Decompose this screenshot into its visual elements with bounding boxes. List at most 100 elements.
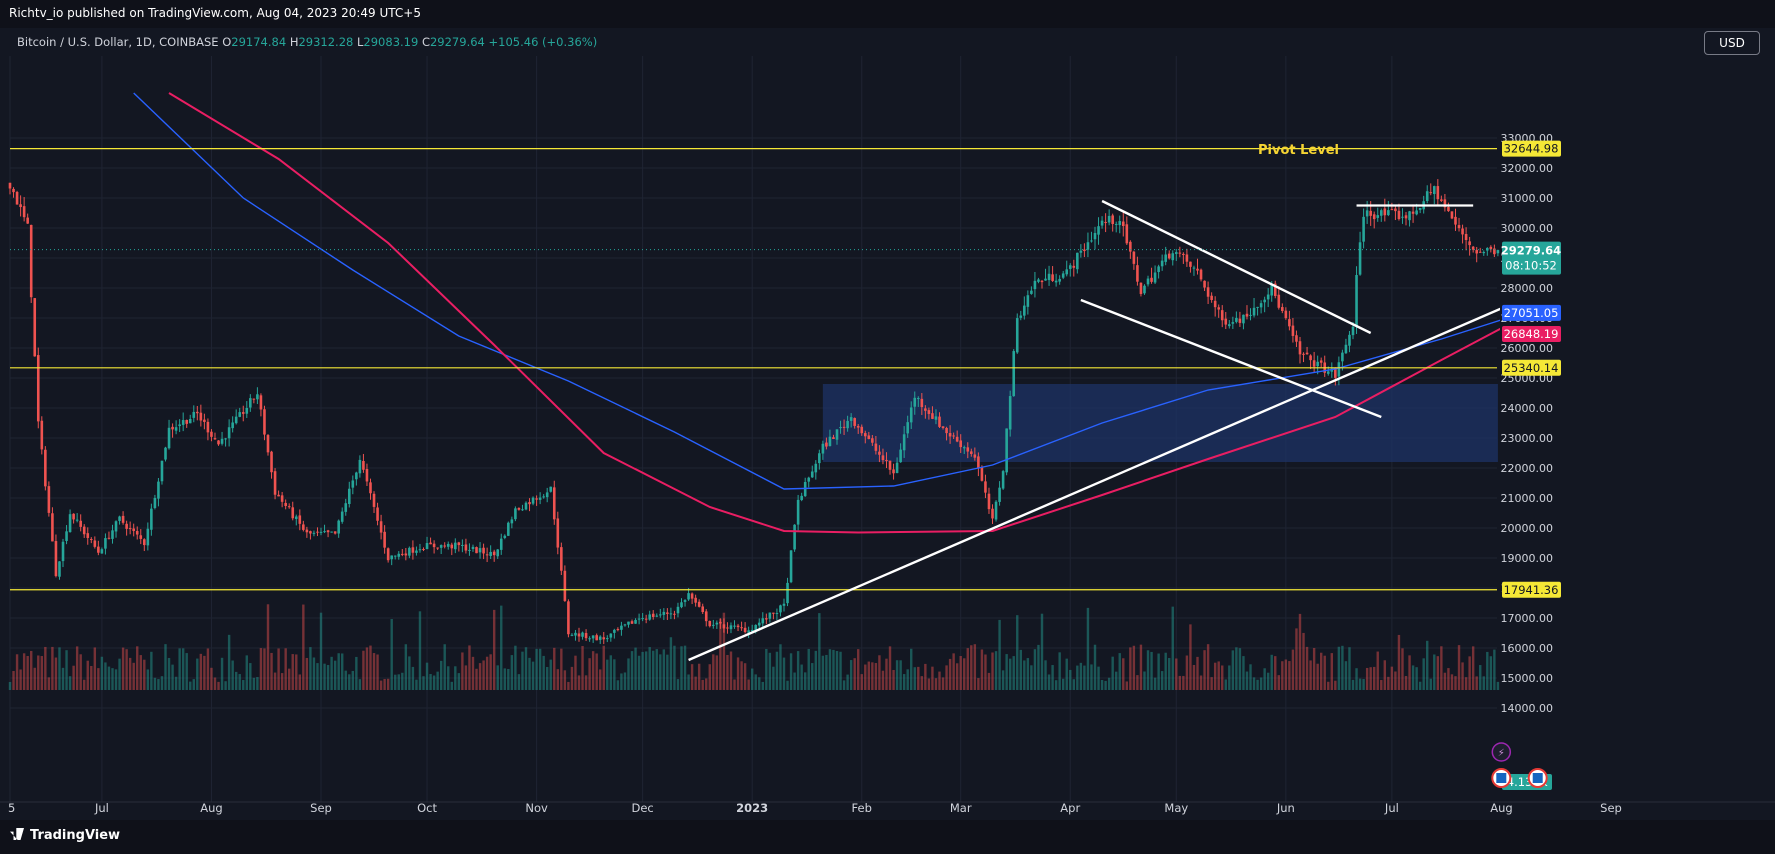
candle-body	[203, 419, 206, 422]
volume-bar	[641, 651, 644, 690]
volume-bar	[1436, 656, 1440, 690]
volume-bar	[906, 669, 909, 690]
candle-body	[616, 629, 620, 631]
publisher-text: Richtv_io published on TradingView.com, …	[9, 6, 421, 20]
volume-bar	[475, 668, 478, 690]
candle-body	[68, 514, 72, 533]
currency-button[interactable]: USD	[1704, 31, 1760, 55]
candle-body	[860, 426, 864, 434]
candle-body	[1167, 253, 1171, 259]
volume-bar	[948, 658, 952, 690]
volume-bar	[694, 676, 697, 690]
candle-body	[1429, 192, 1433, 194]
candle-body	[708, 620, 712, 627]
volume-bar	[984, 654, 987, 690]
candle-body	[1044, 278, 1047, 281]
symbol-name[interactable]: Bitcoin / U.S. Dollar, 1D, COINBASE	[17, 35, 219, 49]
volume-bar	[1334, 680, 1337, 690]
volume-bar	[796, 651, 800, 690]
price-tick-label: 16000.00	[1501, 642, 1554, 655]
candle-body	[1235, 317, 1238, 322]
volume-bar	[1086, 607, 1090, 690]
volume-bar	[323, 663, 326, 690]
volume-bar	[652, 650, 655, 690]
candle-body	[54, 541, 58, 577]
volume-bar	[934, 678, 938, 690]
volume-bar	[1475, 676, 1478, 690]
volume-bar	[570, 666, 574, 690]
candle-body	[386, 548, 390, 561]
volume-bar	[231, 660, 234, 690]
candle-body	[1291, 325, 1295, 336]
volume-bar	[1330, 653, 1333, 690]
candle-body	[613, 629, 616, 633]
candle-body	[832, 437, 835, 439]
candle-body	[1139, 282, 1143, 294]
volume-bar	[256, 677, 259, 690]
ascending-trendline[interactable]	[688, 259, 1612, 662]
candle-body	[567, 601, 570, 635]
candle-body	[1121, 221, 1125, 227]
volume-bar	[1206, 644, 1210, 690]
volume-bar	[383, 678, 386, 690]
candle-body	[316, 531, 319, 533]
price-axis[interactable]	[1500, 56, 1775, 802]
candle-body	[531, 497, 535, 504]
volume-bar	[1387, 676, 1390, 690]
candle-body	[415, 550, 418, 553]
candle-body	[75, 519, 79, 521]
volume-bar	[673, 645, 676, 690]
candle-body	[1118, 221, 1122, 226]
candle-body	[1277, 294, 1281, 308]
tradingview-logo[interactable]: TradingView	[10, 828, 120, 843]
candle-body	[1238, 318, 1242, 323]
candle-body	[729, 625, 733, 630]
volume-bar	[1231, 650, 1235, 690]
volume-bar	[1040, 613, 1044, 690]
lightning-event-icon[interactable]	[1491, 742, 1512, 762]
candle-body	[153, 497, 157, 509]
candle-body	[605, 638, 609, 640]
volume-bar	[1457, 645, 1461, 690]
level-badge-bg	[1502, 140, 1561, 157]
candle-body	[514, 508, 517, 520]
candle-body	[1174, 252, 1178, 254]
volume-bar	[818, 613, 821, 690]
candle-body	[1351, 326, 1355, 336]
symbol-legend[interactable]: Bitcoin / U.S. Dollar, 1D, COINBASE O291…	[17, 35, 597, 49]
candle-body	[1217, 307, 1221, 310]
candle-body	[980, 467, 984, 481]
candle-body	[15, 191, 19, 205]
candle-body	[510, 519, 514, 524]
candle-body	[344, 503, 348, 512]
volume-bar	[867, 661, 871, 690]
volume-bar	[842, 680, 846, 690]
candle-body	[1411, 211, 1415, 214]
channel-lower-line[interactable]	[1080, 298, 1382, 419]
time-tick-label: Nov	[525, 801, 548, 815]
brand-label: TradingView	[30, 828, 121, 843]
channel-upper-line[interactable]	[1101, 199, 1372, 335]
volume-bar	[316, 663, 319, 690]
candle-body	[178, 424, 181, 427]
candle-body	[8, 182, 12, 189]
volume-bar	[910, 648, 913, 690]
candle-body	[690, 593, 694, 599]
candle-body	[680, 602, 683, 608]
candle-body	[79, 520, 82, 527]
candle-body	[1030, 290, 1033, 294]
volume-bar	[825, 654, 828, 690]
volume-bar	[754, 674, 757, 690]
price-chart[interactable]: 14000.0015000.0016000.0017000.0018000.00…	[0, 0, 1775, 820]
candle-body	[1157, 266, 1160, 273]
volume-bar	[623, 672, 627, 690]
candle-body	[750, 629, 754, 632]
volume-bar	[786, 680, 789, 690]
volume-bar	[1252, 677, 1256, 690]
candle-body	[581, 632, 584, 637]
volume-bar	[938, 671, 941, 690]
volume-bar	[924, 663, 927, 690]
candle-body	[164, 447, 167, 460]
volume-bar	[355, 656, 358, 690]
volume-bar	[1178, 675, 1182, 690]
